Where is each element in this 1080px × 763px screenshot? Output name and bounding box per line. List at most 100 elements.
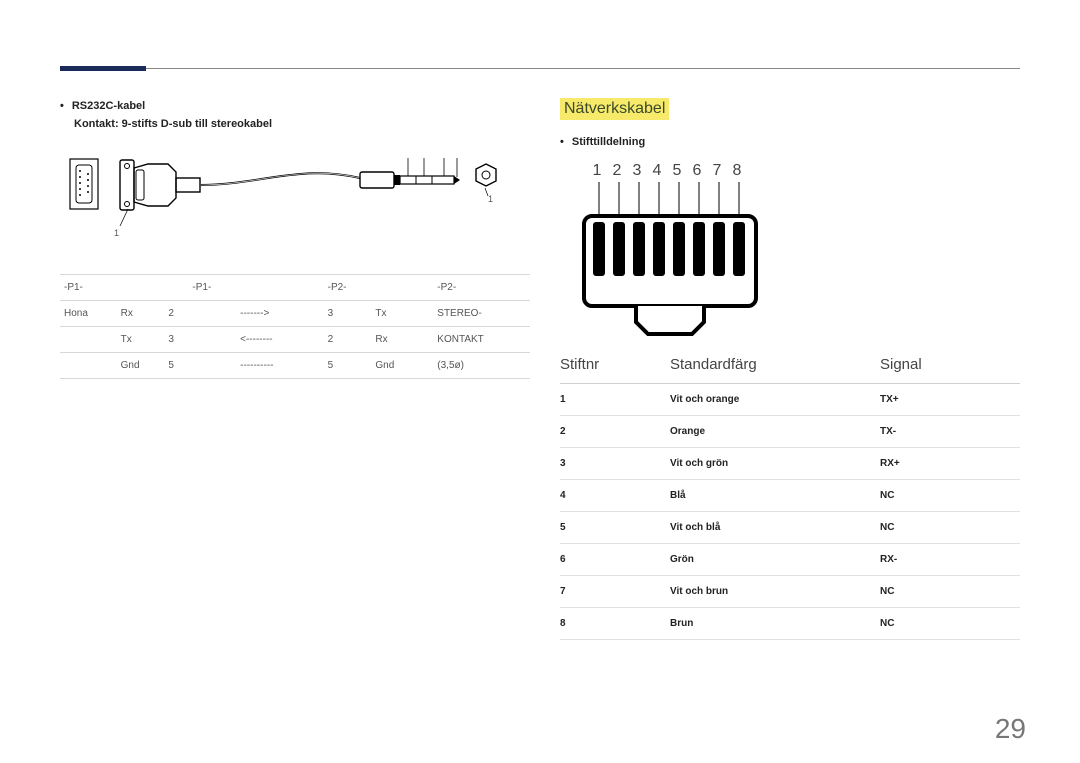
table-cell: 3 (164, 326, 188, 352)
table-cell: Rx (371, 326, 419, 352)
table-cell: 2 (324, 326, 372, 352)
table-cell (188, 326, 236, 352)
table-row: -P1- -P1- -P2- -P2- (60, 274, 530, 300)
signal-table: 1Vit och orangeTX+2OrangeTX-3Vit och grö… (560, 384, 1020, 640)
header-signal: Signal (880, 356, 1020, 373)
table-cell (309, 326, 323, 352)
table-cell: STEREO- (433, 300, 530, 326)
table-cell: 5 (560, 511, 670, 543)
table-cell: NC (880, 575, 1020, 607)
table-cell (419, 274, 433, 300)
rj45-svg (576, 182, 786, 352)
table-row: 8BrunNC (560, 607, 1020, 639)
table-cell: Hona (60, 300, 117, 326)
table-cell: KONTAKT (433, 326, 530, 352)
header-pin: Stiftnr (560, 356, 670, 373)
table-cell: Rx (117, 300, 165, 326)
table-row: HonaRx2 -------> 3Tx STEREO- (60, 300, 530, 326)
table-cell (236, 274, 309, 300)
table-cell: -P1- (60, 274, 117, 300)
table-cell: -P2- (433, 274, 530, 300)
table-cell: Vit och grön (670, 447, 880, 479)
rj45-diagram: 12345678 (560, 162, 1020, 352)
table-cell: TX- (880, 415, 1020, 447)
table-cell (60, 326, 117, 352)
table-cell (164, 274, 188, 300)
table-cell: 4 (560, 479, 670, 511)
header-color: Standardfärg (670, 356, 880, 373)
pin-number: 6 (690, 162, 704, 180)
dsub-stereo-svg: 1 1 (60, 144, 530, 254)
table-cell (60, 352, 117, 378)
table-cell (419, 300, 433, 326)
accent-bar (60, 66, 146, 71)
table-cell (309, 352, 323, 378)
table-cell: -------> (236, 300, 309, 326)
table-cell: TX+ (880, 384, 1020, 416)
table-cell: Tx (117, 326, 165, 352)
table-cell: NC (880, 607, 1020, 639)
pin-number: 8 (730, 162, 744, 180)
table-cell (117, 274, 165, 300)
table-cell: 2 (164, 300, 188, 326)
pin-number: 2 (610, 162, 624, 180)
table-cell: Gnd (117, 352, 165, 378)
pin-number: 7 (710, 162, 724, 180)
pin-number: 4 (650, 162, 664, 180)
table-cell: Brun (670, 607, 880, 639)
table-cell (371, 274, 419, 300)
network-cable-title: Nätverkskabel (560, 98, 669, 120)
table-cell: Orange (670, 415, 880, 447)
left-column: RS232C-kabel Kontakt: 9-stifts D-sub til… (60, 98, 530, 379)
table-cell (419, 352, 433, 378)
pin-number: 1 (590, 162, 604, 180)
table-cell: 5 (324, 352, 372, 378)
table-cell: Vit och blå (670, 511, 880, 543)
table-cell: -P2- (324, 274, 372, 300)
table-row: 5Vit och blåNC (560, 511, 1020, 543)
table-row: 7Vit och brunNC (560, 575, 1020, 607)
label-1-right: 1 (488, 194, 493, 204)
table-cell: <-------- (236, 326, 309, 352)
table-cell: Vit och brun (670, 575, 880, 607)
pin-numbers-row: 12345678 (590, 162, 744, 180)
table-row: 6GrönRX- (560, 543, 1020, 575)
table-cell: NC (880, 479, 1020, 511)
table-cell: 5 (164, 352, 188, 378)
signal-table-headers: Stiftnr Standardfärg Signal (560, 356, 1020, 384)
table-row: 1Vit och orangeTX+ (560, 384, 1020, 416)
table-cell (419, 326, 433, 352)
table-cell: 2 (560, 415, 670, 447)
table-cell: 8 (560, 607, 670, 639)
label-1-left: 1 (114, 228, 119, 238)
table-row: 3Vit och grönRX+ (560, 447, 1020, 479)
table-cell: Gnd (371, 352, 419, 378)
table-row: 4BlåNC (560, 479, 1020, 511)
rs232c-table: -P1--P1--P2--P2-HonaRx2------->3TxSTEREO… (60, 274, 530, 379)
table-cell: 3 (324, 300, 372, 326)
table-cell: NC (880, 511, 1020, 543)
table-cell: Blå (670, 479, 880, 511)
pin-assignment-heading: Stifttilldelning (560, 134, 1020, 152)
rs232c-subheading: Kontakt: 9-stifts D-sub till stereokabel (74, 118, 530, 130)
table-cell: Grön (670, 543, 880, 575)
page-rule (60, 68, 1020, 69)
cable-diagram: 1 1 (60, 144, 530, 254)
table-cell (188, 300, 236, 326)
right-column: Nätverkskabel Stifttilldelning 12345678 (560, 98, 1020, 640)
pin-number: 5 (670, 162, 684, 180)
table-cell: 7 (560, 575, 670, 607)
table-cell (188, 352, 236, 378)
table-cell: -P1- (188, 274, 236, 300)
pin-number: 3 (630, 162, 644, 180)
table-cell: RX- (880, 543, 1020, 575)
table-row: Gnd5----------5Gnd(3,5ø) (60, 352, 530, 378)
table-cell: ---------- (236, 352, 309, 378)
table-cell (309, 274, 323, 300)
table-cell: Tx (371, 300, 419, 326)
table-cell: 1 (560, 384, 670, 416)
rs232c-heading: RS232C-kabel (60, 98, 530, 116)
table-cell: (3,5ø) (433, 352, 530, 378)
table-cell (309, 300, 323, 326)
table-cell: Vit och orange (670, 384, 880, 416)
